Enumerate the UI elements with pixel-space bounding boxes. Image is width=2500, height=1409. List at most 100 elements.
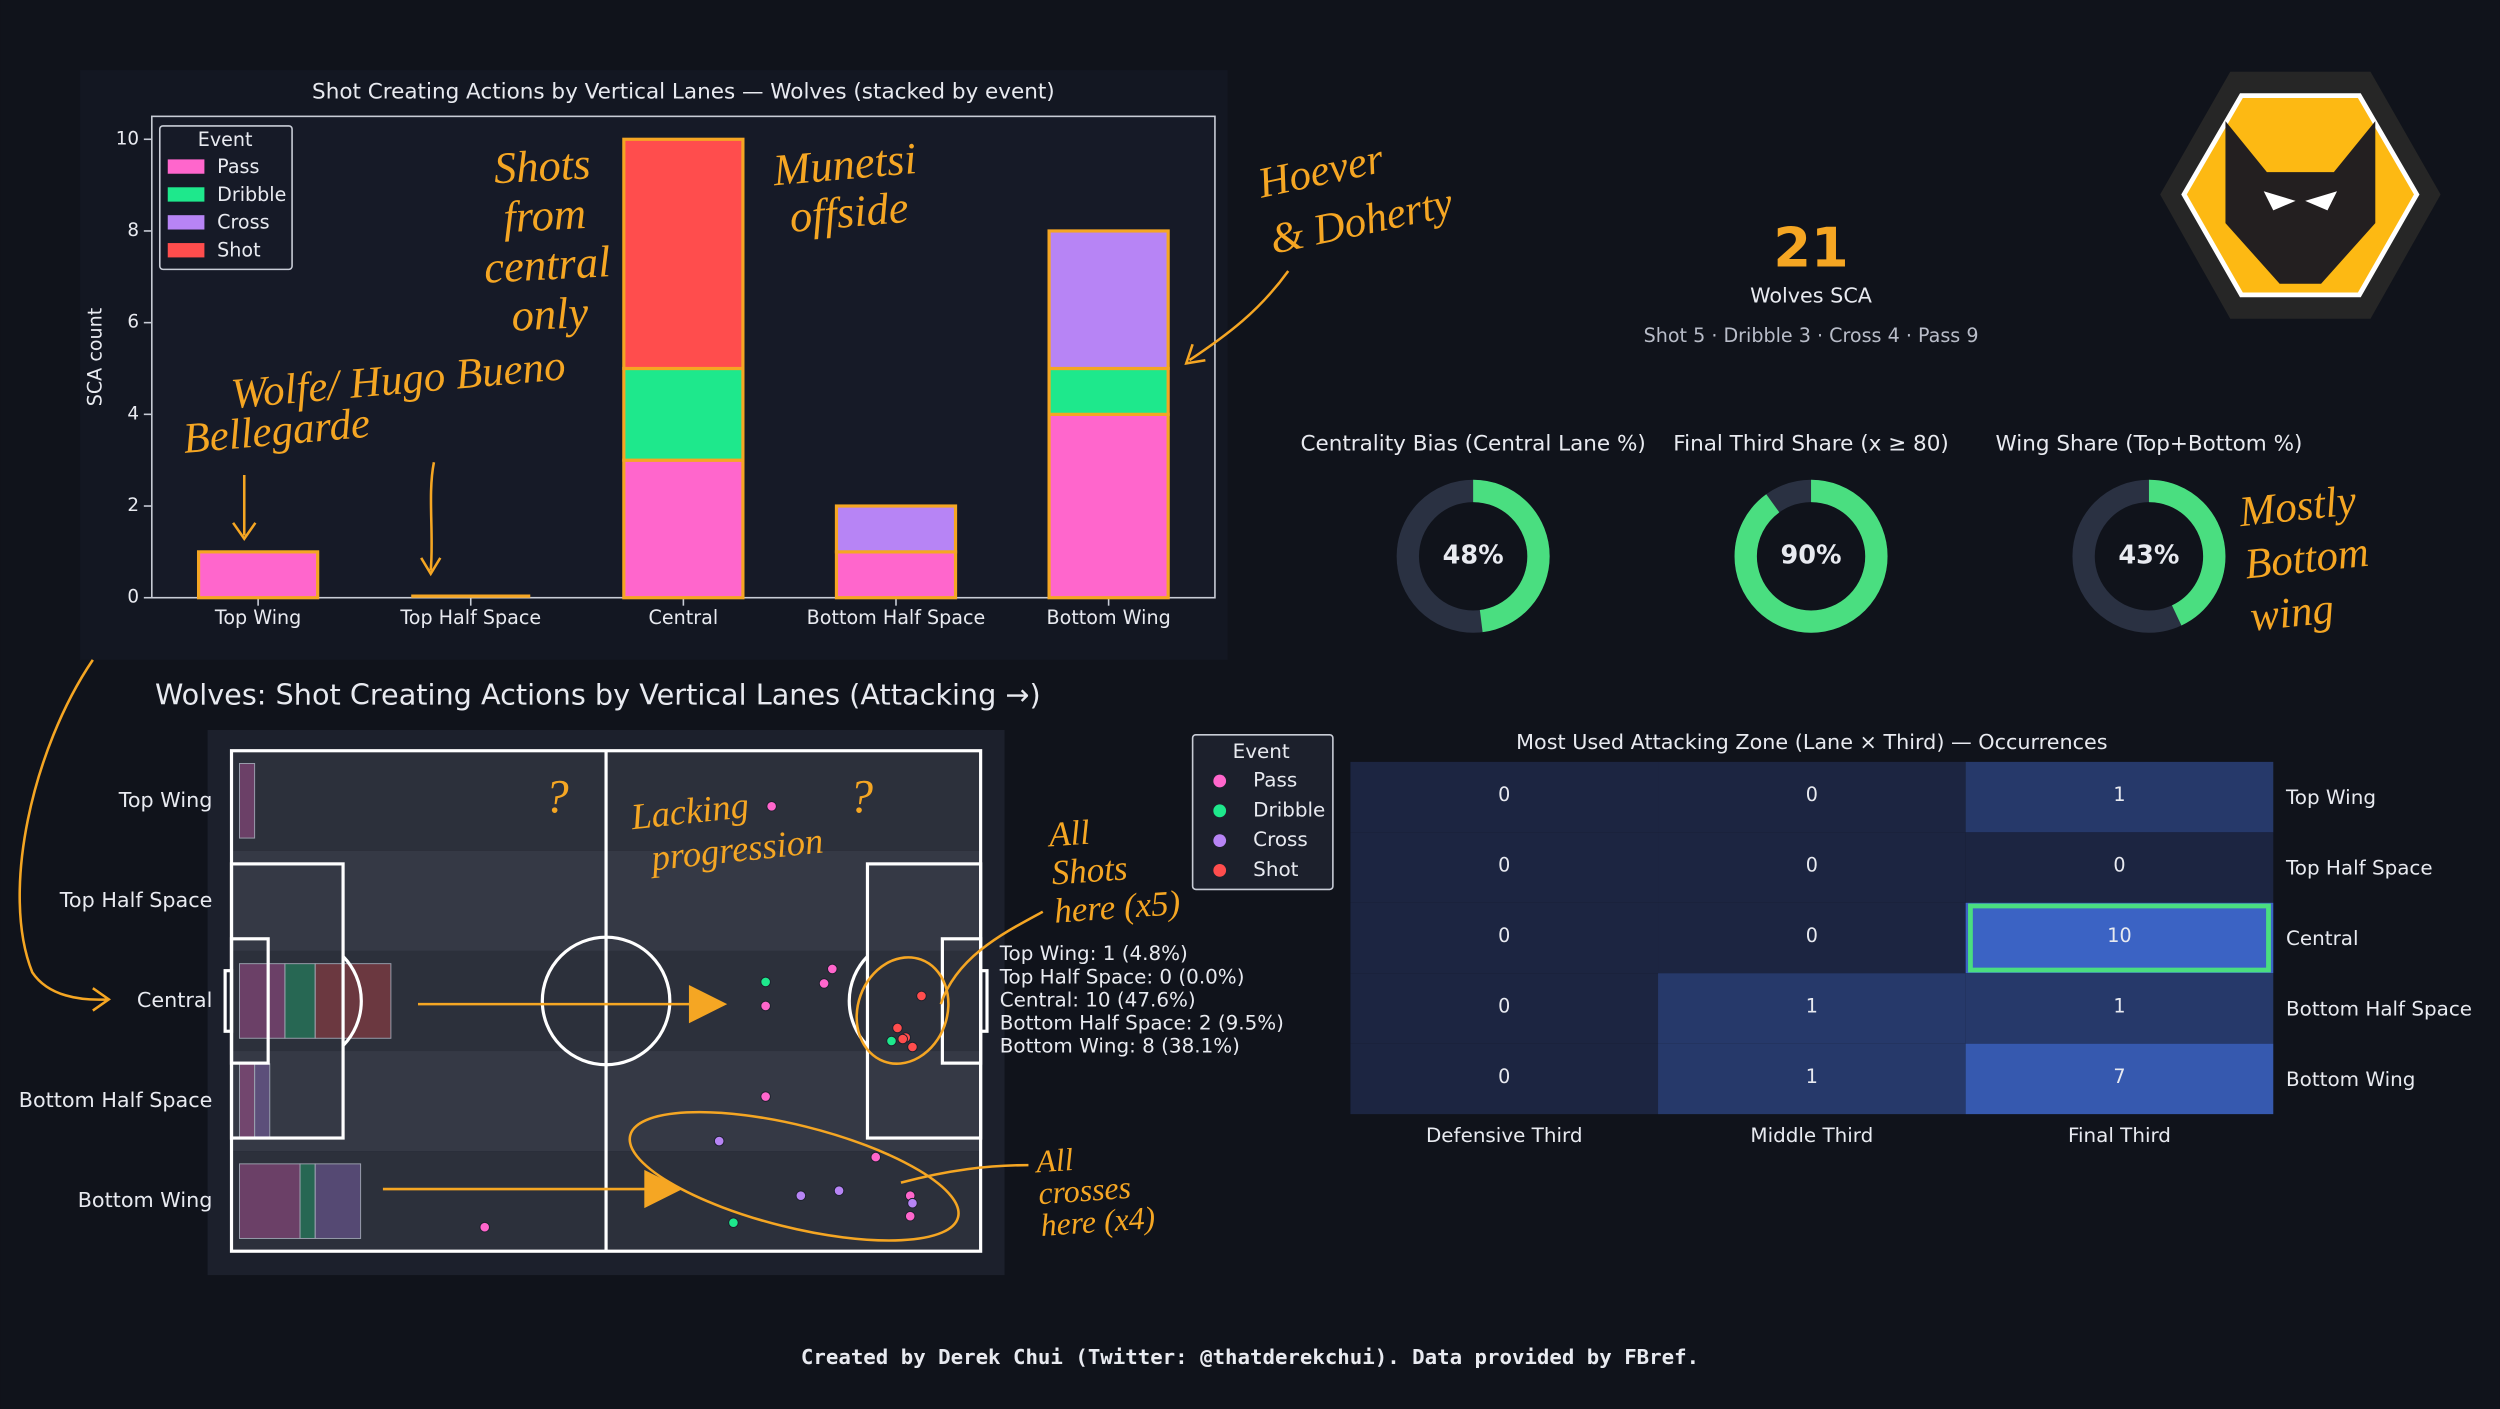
event-point xyxy=(886,1035,897,1047)
legend-swatch xyxy=(167,159,205,174)
bar-segment xyxy=(834,550,958,600)
heat-cell xyxy=(1965,973,2274,1044)
col-label: Middle Third xyxy=(1750,1124,1873,1147)
y-tick-label: 0 xyxy=(127,587,139,608)
annotation: Shots xyxy=(1050,848,1128,892)
event-point xyxy=(818,978,830,989)
footer: Created by Derek Chui (Twitter: @thatder… xyxy=(801,1345,1699,1369)
annotation: here (x5) xyxy=(1053,883,1182,931)
bar-segment xyxy=(622,366,745,462)
donut-title: Final Third Share (x ≥ 80) xyxy=(1673,432,1948,457)
chart-title: Most Used Attacking Zone (Lane × Third) … xyxy=(1516,730,2107,754)
pitch-line xyxy=(540,935,672,1067)
event-point xyxy=(760,1091,771,1102)
heat-cell xyxy=(1658,761,1966,833)
row-label: Bottom Half Space xyxy=(2286,998,2472,1021)
event-point xyxy=(916,990,927,1002)
legend-marker xyxy=(1213,834,1227,847)
legend-marker xyxy=(1213,804,1227,818)
annotation: offside xyxy=(787,182,910,242)
legend-label: Dribble xyxy=(1253,798,1325,821)
bar-segment xyxy=(1047,412,1170,600)
legend-label: Shot xyxy=(217,239,261,262)
col-label: Defensive Third xyxy=(1426,1124,1582,1147)
event-point xyxy=(728,1217,739,1228)
lane-bar xyxy=(284,963,316,1039)
club-logo xyxy=(2160,71,2441,319)
annotation-strokes xyxy=(18,270,1290,1242)
legend-swatch xyxy=(167,187,205,202)
annotation: Shots xyxy=(492,138,591,193)
legend-label: Cross xyxy=(217,211,269,234)
lane-bar xyxy=(254,1063,271,1139)
row-label: Central xyxy=(2286,927,2358,950)
annotation: ? xyxy=(849,771,873,824)
legend-label: Shot xyxy=(1253,858,1298,881)
event-point xyxy=(907,1197,918,1209)
legend-box xyxy=(1191,733,1334,891)
cell-label: 0 xyxy=(1498,1065,1510,1088)
cell-label: 0 xyxy=(1806,783,1818,806)
cell-label: 1 xyxy=(1806,994,1818,1017)
donut-arc xyxy=(2072,479,2226,633)
lane-bar xyxy=(238,963,286,1039)
event-point xyxy=(760,1000,771,1012)
event-point xyxy=(479,1221,490,1233)
annotation: All xyxy=(1033,1142,1075,1180)
event-point xyxy=(897,1033,908,1045)
row-label: Bottom Wing xyxy=(2286,1068,2415,1091)
heat-cell xyxy=(1350,902,1659,974)
annotation: only xyxy=(510,287,590,341)
pitch xyxy=(223,749,989,1253)
annotation: from xyxy=(502,188,587,242)
annotation: wing xyxy=(2248,585,2336,640)
row-label: Top Wing xyxy=(2285,786,2376,809)
cell-label: 0 xyxy=(1498,783,1510,806)
annotation: crosses xyxy=(1037,1170,1132,1211)
lane-stat: Bottom Half Space: 2 (9.5%) xyxy=(1000,1012,1284,1035)
legend-marker xyxy=(1213,774,1227,788)
x-tick-label: Bottom Half Space xyxy=(807,606,986,629)
donut-title: Centrality Bias (Central Lane %) xyxy=(1300,432,1645,457)
cell-label: 7 xyxy=(2113,1065,2125,1088)
donut-value: 43% xyxy=(2118,540,2179,570)
lane-label: Bottom Half Space xyxy=(19,1088,213,1112)
cell-label: 10 xyxy=(2107,924,2131,947)
event-point xyxy=(892,1022,903,1034)
lane-bar xyxy=(314,1163,362,1239)
annotation: central xyxy=(483,236,612,293)
y-tick-label: 10 xyxy=(116,128,139,149)
y-tick-label: 2 xyxy=(127,495,139,516)
legend-label: Pass xyxy=(217,155,259,178)
lane-bar xyxy=(238,762,256,839)
legend-label: Pass xyxy=(1253,769,1297,792)
lane-bar xyxy=(299,1163,316,1239)
legend-marker xyxy=(1213,864,1227,877)
event-point xyxy=(827,963,838,975)
heat-cell xyxy=(1350,832,1659,903)
legend-label: Dribble xyxy=(217,183,286,206)
pitch-line xyxy=(979,969,989,1033)
legend-title: Event xyxy=(198,128,253,151)
lane-label: Central xyxy=(137,988,212,1012)
lane-bar xyxy=(238,1063,256,1139)
cell-label: 1 xyxy=(1806,1065,1818,1088)
cell-label: 1 xyxy=(2113,994,2125,1017)
donut-arc xyxy=(1396,479,1550,633)
cell-label: 0 xyxy=(1498,994,1510,1017)
lane-label: Bottom Wing xyxy=(78,1188,213,1212)
pitch-line xyxy=(341,955,363,1047)
event-point xyxy=(713,1135,725,1147)
lane-stat: Top Half Space: 0 (0.0%) xyxy=(999,965,1245,988)
event-point xyxy=(760,976,771,988)
y-tick-label: 6 xyxy=(127,312,139,333)
event-point xyxy=(907,1041,918,1053)
cell-label: 0 xyxy=(1498,924,1510,947)
cell-label: 0 xyxy=(1806,853,1818,876)
event-point xyxy=(870,1151,882,1163)
event-point xyxy=(795,1190,807,1201)
row-label: Top Half Space xyxy=(2285,857,2433,880)
lane-bar xyxy=(314,963,392,1039)
bar-segment xyxy=(622,137,745,371)
